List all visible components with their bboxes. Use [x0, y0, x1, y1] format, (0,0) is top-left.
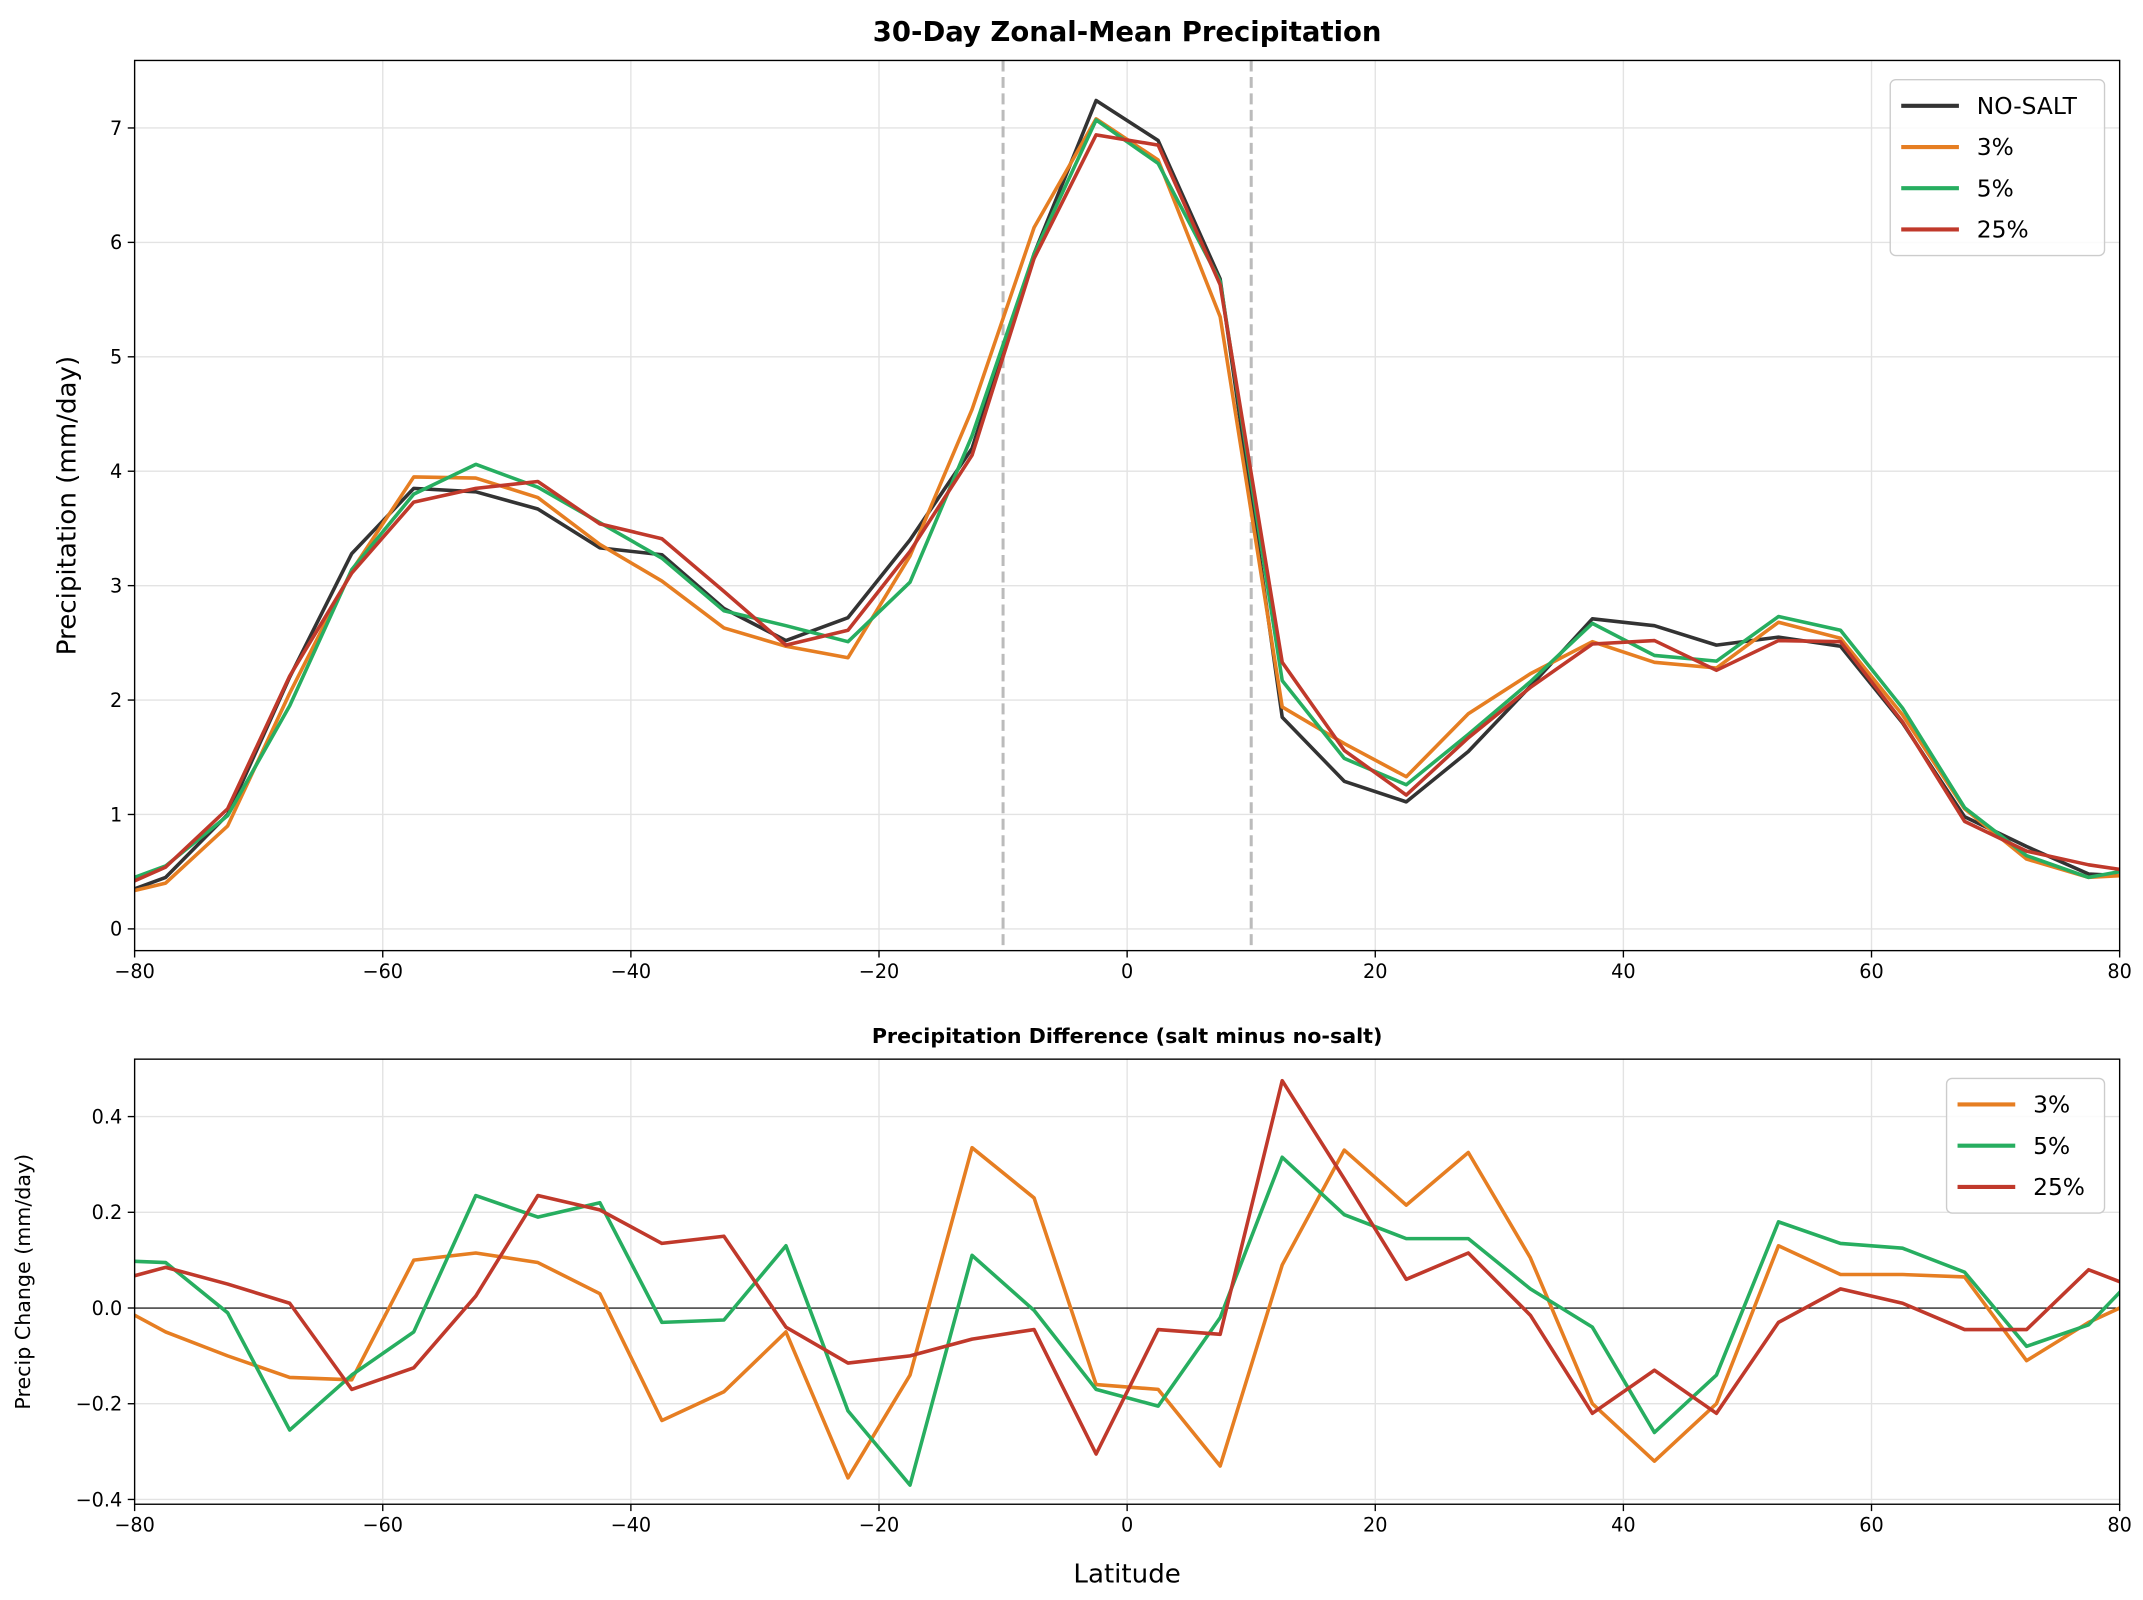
- x-tick-label: 20: [1363, 960, 1387, 983]
- y-tick-label: 1: [110, 803, 122, 826]
- y-tick-label: 0.0: [92, 1297, 123, 1320]
- x-tick-label: −20: [859, 1514, 900, 1537]
- legend-label: 25%: [1977, 216, 2029, 244]
- legend-label: 5%: [1977, 174, 2014, 202]
- y-tick-label: −0.2: [76, 1393, 123, 1416]
- x-tick-label: 60: [1859, 960, 1883, 983]
- plot-area: [134, 60, 2120, 951]
- x-tick-label: −20: [859, 960, 900, 983]
- y-tick-label: 4: [110, 460, 122, 483]
- y-tick-label: 0.2: [92, 1201, 123, 1224]
- y-axis-label: Precipitation (mm/day): [53, 356, 83, 655]
- x-tick-label: 80: [2107, 960, 2131, 983]
- legend-label: 25%: [2033, 1173, 2085, 1201]
- x-tick-label: 40: [1611, 1514, 1635, 1537]
- x-tick-label: −80: [114, 960, 155, 983]
- x-tick-label: 40: [1611, 960, 1635, 983]
- series-line: [134, 1078, 2120, 1456]
- x-tick-label: −40: [611, 1514, 652, 1537]
- x-tick-label: 60: [1859, 1514, 1883, 1537]
- y-tick-label: 2: [110, 689, 122, 712]
- x-tick-label: −60: [362, 960, 403, 983]
- x-tick-label: 0: [1121, 1514, 1133, 1537]
- legend-label: 5%: [2033, 1132, 2070, 1160]
- x-axis-label: Latitude: [1073, 1560, 1180, 1590]
- x-tick-label: 0: [1121, 960, 1133, 983]
- legend-box: [1889, 79, 2106, 257]
- series-line: [134, 1155, 2120, 1487]
- y-tick-label: 5: [110, 346, 122, 369]
- axes-frame: [133, 1058, 2121, 1505]
- y-tick-label: 3: [110, 575, 122, 598]
- x-tick-label: −40: [611, 960, 652, 983]
- series-line: [134, 1145, 2120, 1480]
- legend-label: 3%: [2033, 1091, 2070, 1119]
- x-tick-label: −60: [362, 1514, 403, 1537]
- axes-frame: [133, 59, 2121, 952]
- y-tick-label: 6: [110, 231, 122, 254]
- y-tick-label: 7: [110, 117, 122, 140]
- legend-label: NO-SALT: [1977, 92, 2078, 120]
- chart-title: 30-Day Zonal-Mean Precipitation: [873, 17, 1382, 48]
- legend-box: [1945, 1077, 2106, 1214]
- x-tick-label: 20: [1363, 1514, 1387, 1537]
- series-line: [134, 133, 2120, 883]
- x-tick-label: −80: [114, 1514, 155, 1537]
- y-tick-label: 0.4: [92, 1105, 123, 1128]
- legend-label: 3%: [1977, 133, 2014, 161]
- x-tick-label: 80: [2107, 1514, 2131, 1537]
- chart-title: Precipitation Difference (salt minus no-…: [872, 1024, 1383, 1048]
- y-tick-label: −0.4: [76, 1488, 123, 1511]
- plot-area: [134, 1078, 2120, 1487]
- y-tick-label: 0: [110, 918, 122, 941]
- y-axis-label: Precip Change (mm/day): [11, 1154, 35, 1410]
